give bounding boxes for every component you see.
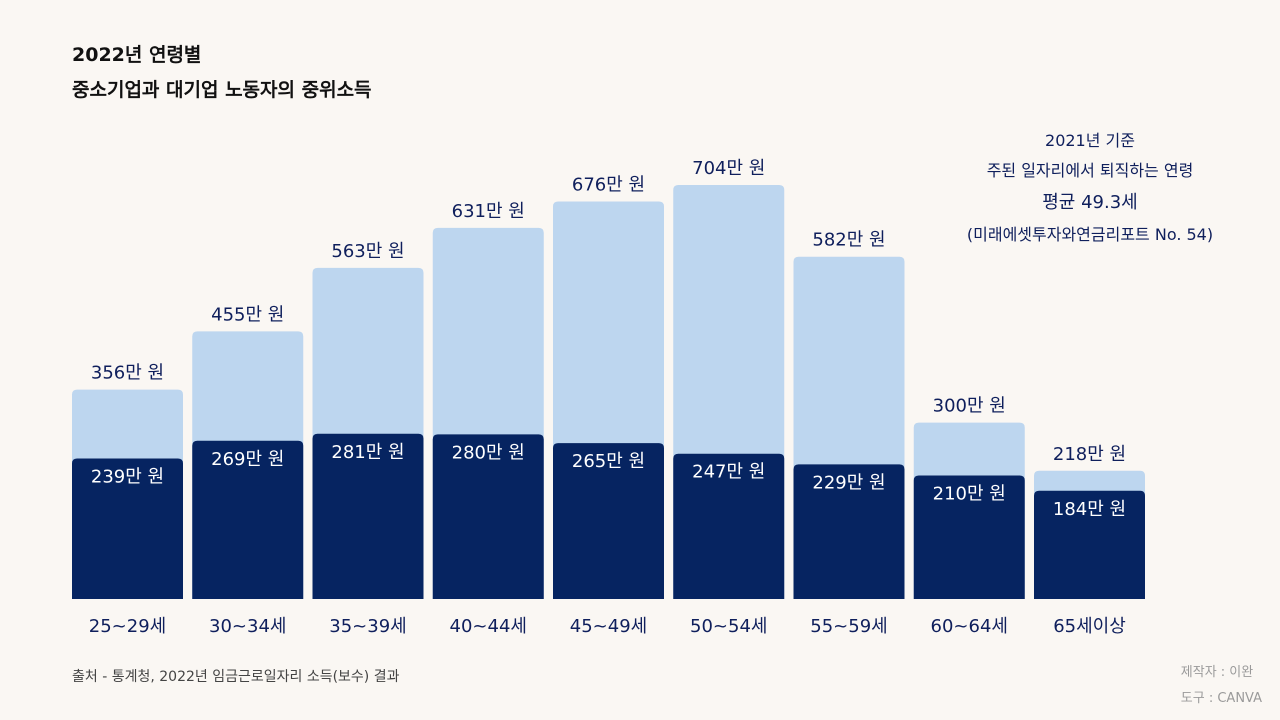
label-large-3: 631만 원 — [452, 201, 525, 222]
label-small-2: 281만 원 — [331, 442, 404, 463]
label-small-4: 265만 원 — [572, 451, 645, 472]
label-small-1: 269만 원 — [211, 449, 284, 470]
category-label-2: 35~39세 — [329, 616, 406, 637]
bar-small-5 — [673, 453, 785, 599]
bar-small-0 — [72, 458, 183, 599]
note-line-3: 평균 49.3세 — [1042, 192, 1138, 213]
category-label-3: 40~44세 — [450, 616, 527, 637]
label-small-0: 239만 원 — [91, 466, 164, 487]
bar-small-6 — [793, 464, 905, 599]
label-large-2: 563만 원 — [331, 241, 404, 262]
label-large-0: 356만 원 — [91, 363, 164, 384]
label-small-7: 210만 원 — [933, 484, 1006, 505]
bar-small-1 — [192, 440, 304, 599]
label-small-8: 184만 원 — [1053, 499, 1126, 520]
source-caption: 출처 - 통계청, 2022년 임금근로일자리 소득(보수) 결과 — [72, 669, 400, 685]
label-large-7: 300만 원 — [933, 396, 1006, 417]
category-label-5: 50~54세 — [690, 616, 767, 637]
chart-title-line-1: 2022년 연령별 — [72, 44, 202, 66]
bar-small-2 — [312, 433, 424, 599]
label-large-6: 582만 원 — [812, 230, 885, 251]
label-small-6: 229만 원 — [812, 472, 885, 493]
bar-small-4 — [553, 443, 664, 599]
label-small-5: 247만 원 — [692, 462, 765, 483]
label-large-4: 676만 원 — [572, 174, 645, 195]
category-label-6: 55~59세 — [810, 616, 887, 637]
chart-title-line-2: 중소기업과 대기업 노동자의 중위소득 — [72, 79, 372, 101]
category-label-8: 65세이상 — [1053, 616, 1126, 637]
retirement-note: 2021년 기준 주된 일자리에서 퇴직하는 연령 평균 49.3세 (미래에셋… — [930, 126, 1250, 250]
label-large-5: 704만 원 — [692, 158, 765, 179]
credit-maker: 제작자 : 이완 — [1180, 665, 1254, 680]
bar-small-3 — [432, 434, 544, 599]
label-large-8: 218만 원 — [1053, 444, 1126, 465]
bar-small-8 — [1034, 490, 1145, 599]
category-label-1: 30~34세 — [209, 616, 286, 637]
note-line-2: 주된 일자리에서 퇴직하는 연령 — [986, 161, 1194, 180]
category-label-0: 25~29세 — [89, 616, 166, 637]
chart-title: 2022년 연령별 중소기업과 대기업 노동자의 중위소득 — [72, 38, 372, 108]
note-line-4: (미래에셋투자와연금리포트 No. 54) — [966, 225, 1214, 244]
bar-small-7 — [913, 475, 1025, 599]
category-label-4: 45~49세 — [570, 616, 647, 637]
credit: 제작자 : 이완 도구 : CANVA — [1181, 660, 1262, 712]
label-large-1: 455만 원 — [211, 304, 284, 325]
credit-tool: 도구 : CANVA — [1180, 691, 1262, 706]
label-small-3: 280만 원 — [452, 442, 525, 463]
category-label-7: 60~64세 — [931, 616, 1008, 637]
note-line-1: 2021년 기준 — [1045, 131, 1135, 150]
